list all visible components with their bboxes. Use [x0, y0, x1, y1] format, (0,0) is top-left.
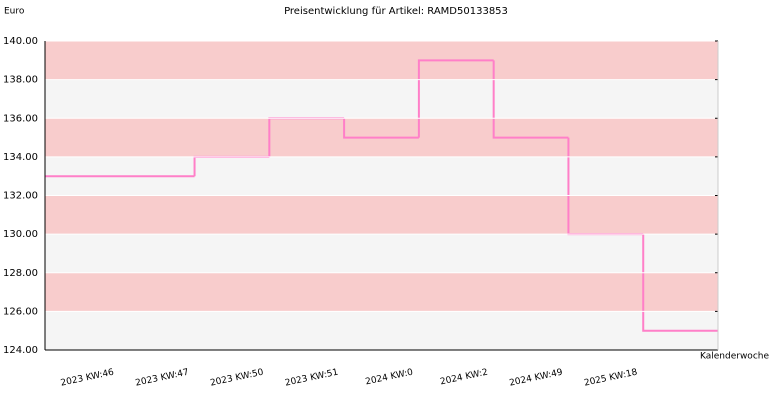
x-axis-label: Kalenderwoche	[700, 352, 769, 362]
step-segment	[343, 118, 419, 139]
band	[45, 272, 718, 312]
band	[45, 195, 718, 235]
band	[45, 79, 718, 119]
bands	[45, 41, 718, 350]
y-tick-label: 140.00	[3, 36, 38, 47]
x-tick-label: 2023 KW:50	[209, 368, 264, 389]
y-tick-label: 134.00	[3, 152, 38, 163]
y-tick-label: 128.00	[3, 268, 38, 279]
step-segment	[492, 60, 569, 139]
x-tick-label: 2023 KW:47	[135, 368, 190, 389]
x-tick-label: 2024 KW:2	[439, 368, 489, 388]
y-axis-label: Euro	[4, 7, 25, 17]
x-tick-label: 2024 KW:49	[508, 368, 563, 389]
chart-title: Preisentwicklung für Artikel: RAMD501338…	[284, 6, 508, 17]
y-tick-label: 124.00	[3, 345, 38, 356]
step-segment	[417, 59, 494, 138]
band	[45, 311, 718, 350]
x-tick-label: 2023 KW:46	[60, 368, 115, 389]
step-segment	[642, 234, 718, 332]
band	[45, 234, 718, 273]
y-tick-label: 130.00	[3, 229, 38, 240]
y-tick-label: 126.00	[3, 306, 38, 317]
x-tick-label: 2025 KW:18	[583, 368, 638, 389]
y-tick-label: 132.00	[3, 191, 38, 202]
y-tick-label: 138.00	[3, 75, 38, 86]
band	[45, 41, 718, 80]
x-tick-label: 2024 KW:0	[365, 368, 415, 388]
y-tick-label: 136.00	[3, 113, 38, 124]
x-tick-label: 2023 KW:51	[284, 368, 339, 389]
